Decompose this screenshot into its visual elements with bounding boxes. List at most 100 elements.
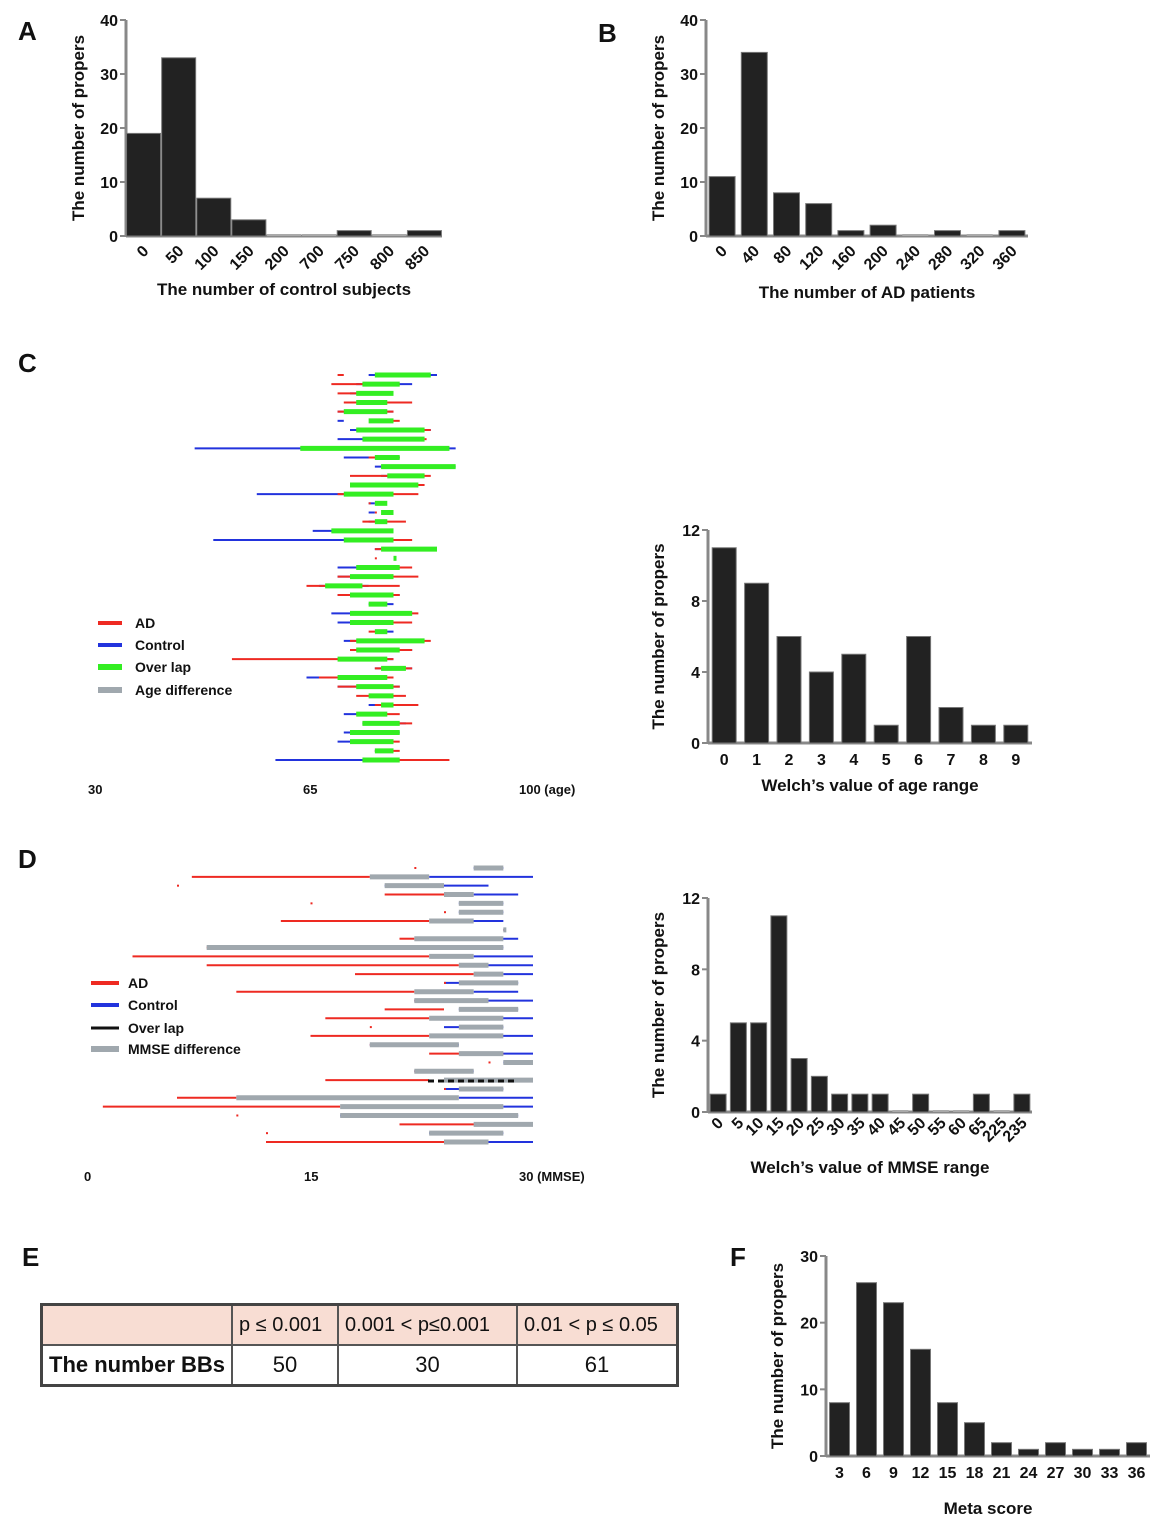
bar bbox=[708, 176, 736, 237]
bar bbox=[740, 51, 768, 237]
x-tick-label: 40 bbox=[739, 243, 764, 268]
bar bbox=[934, 230, 961, 237]
y-tick-label: 30 bbox=[680, 67, 698, 84]
x-tick-label: 850 bbox=[402, 243, 433, 274]
y-tick-label: 10 bbox=[800, 1382, 818, 1399]
bar bbox=[873, 724, 899, 744]
x-tick-label: 150 bbox=[227, 243, 258, 274]
y-tick-label: 10 bbox=[100, 175, 118, 192]
age-range-bars bbox=[194, 372, 456, 763]
y-axis-title: The number of propers bbox=[649, 543, 668, 729]
chart-a-bars: 0 10 20 30 40 0 50 100 150 200 700 750 800 850 The num… bbox=[69, 13, 442, 299]
x-tick-label: 1 bbox=[752, 752, 761, 769]
bar bbox=[808, 671, 834, 744]
bar bbox=[709, 1093, 727, 1113]
bar bbox=[938, 707, 964, 744]
y-tick-label: 20 bbox=[100, 121, 118, 138]
bar bbox=[1072, 1448, 1093, 1457]
bar bbox=[970, 724, 996, 744]
x-tick-label: 50 bbox=[163, 243, 188, 268]
age-axis-30: 30 bbox=[88, 782, 102, 797]
x-axis-title: Welch’s value of age range bbox=[761, 776, 978, 795]
x-tick-label: 30 bbox=[1074, 1465, 1092, 1482]
y-tick-label: 30 bbox=[100, 67, 118, 84]
legend-d-ad-label: AD bbox=[128, 975, 148, 991]
bar bbox=[406, 230, 442, 237]
y-tick-label: 20 bbox=[680, 121, 698, 138]
y-tick-label: 40 bbox=[680, 13, 698, 30]
mmse-axis-0: 0 bbox=[84, 1169, 91, 1184]
x-tick-label: 12 bbox=[912, 1465, 930, 1482]
y-tick-label: 8 bbox=[691, 962, 700, 979]
x-tick-label: 9 bbox=[1011, 752, 1020, 769]
x-tick-label: 3 bbox=[817, 752, 826, 769]
bar bbox=[831, 1093, 849, 1113]
x-tick-label: 3 bbox=[835, 1465, 844, 1482]
y-tick-label: 0 bbox=[809, 1449, 818, 1466]
bar bbox=[790, 1058, 808, 1113]
bar bbox=[851, 1093, 869, 1113]
y-tick-label: 0 bbox=[691, 1105, 700, 1122]
age-axis-100: 100 (age) bbox=[519, 782, 575, 797]
x-axis-title: Meta score bbox=[944, 1499, 1033, 1518]
bar bbox=[869, 224, 897, 237]
panel-label-a: A bbox=[18, 16, 37, 46]
bar bbox=[841, 653, 867, 744]
bar bbox=[773, 192, 800, 237]
panel-label-c: C bbox=[18, 348, 37, 378]
x-tick-label: 4 bbox=[849, 752, 858, 769]
x-tick-label: 6 bbox=[914, 752, 923, 769]
x-tick-label: 18 bbox=[966, 1465, 984, 1482]
bar bbox=[910, 1348, 931, 1457]
legend-ad-label: AD bbox=[135, 615, 155, 631]
bar bbox=[770, 915, 788, 1113]
x-tick-label: 24 bbox=[1020, 1465, 1038, 1482]
y-tick-label: 0 bbox=[109, 229, 118, 246]
bar bbox=[912, 1093, 930, 1113]
bar bbox=[126, 132, 162, 237]
legend-d-control-label: Control bbox=[128, 997, 178, 1013]
legend-difference-label: Age difference bbox=[135, 682, 232, 698]
panel-label-e: E bbox=[22, 1242, 39, 1272]
y-tick-label: 30 bbox=[800, 1249, 818, 1266]
bar bbox=[805, 203, 833, 237]
x-tick-label: 5 bbox=[882, 752, 891, 769]
significance-table: p ≤ 0.001 0.001 < p≤0.001 0.01 < p ≤ 0.0… bbox=[40, 1303, 680, 1387]
y-tick-label: 0 bbox=[689, 229, 698, 246]
bar bbox=[829, 1402, 850, 1457]
x-tick-label: 27 bbox=[1047, 1465, 1065, 1482]
bar bbox=[776, 636, 802, 744]
bar bbox=[744, 582, 770, 744]
x-tick-label: 235 bbox=[1000, 1115, 1031, 1146]
bar bbox=[1045, 1442, 1066, 1457]
x-axis-title: The number of AD patients bbox=[759, 283, 976, 302]
x-tick-label: 0 bbox=[720, 752, 729, 769]
bar bbox=[837, 230, 865, 237]
x-tick-label: 2 bbox=[785, 752, 794, 769]
legend-d-difference-label: MMSE difference bbox=[128, 1041, 241, 1057]
bar bbox=[998, 230, 1026, 237]
x-tick-label: 200 bbox=[262, 243, 293, 274]
x-axis-title: The number of control subjects bbox=[157, 280, 411, 299]
chart-b-bars: 0 10 20 30 40 0 40 80 120 160 200 240 280 320 360 The n… bbox=[649, 13, 1028, 302]
y-axis-title: The number of propers bbox=[649, 912, 668, 1098]
x-tick-label: 160 bbox=[829, 243, 860, 274]
bar bbox=[856, 1282, 877, 1457]
panel-label-f: F bbox=[730, 1242, 746, 1272]
bar bbox=[991, 1442, 1012, 1457]
legend-age: AD Control Over lap Age difference bbox=[98, 615, 232, 698]
bar bbox=[1013, 1093, 1031, 1113]
x-tick-label: 80 bbox=[771, 243, 796, 268]
y-axis-title: The number of propers bbox=[69, 35, 88, 221]
x-tick-label: 750 bbox=[332, 243, 363, 274]
legend-mmse: AD Control Over lap MMSE difference bbox=[91, 975, 241, 1057]
bar bbox=[161, 57, 197, 237]
bar bbox=[1099, 1448, 1120, 1457]
table-cell: 61 bbox=[516, 1344, 679, 1387]
x-tick-label: 6 bbox=[862, 1465, 871, 1482]
x-tick-label: 360 bbox=[990, 243, 1021, 274]
y-tick-label: 12 bbox=[682, 523, 700, 540]
table-header-cell: p ≤ 0.001 bbox=[231, 1303, 340, 1346]
